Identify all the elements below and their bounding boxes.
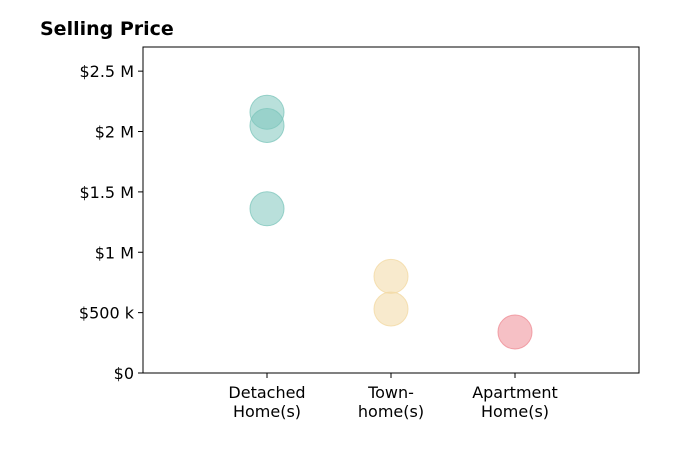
y-tick-label: $1.5 M	[79, 183, 134, 202]
y-tick-label: $0	[114, 364, 134, 383]
x-tick-label-line: Home(s)	[481, 402, 549, 421]
y-tick-label: $2.5 M	[79, 62, 134, 81]
x-axis: Detached Home(s)Town-home(s)Apartment Home…	[228, 373, 558, 421]
x-tick-label-line: Home(s)	[233, 402, 301, 421]
y-axis: $0 $500 k $1 M $1.5 M $2 M $2.5 M	[79, 62, 143, 383]
y-tick-label: $1 M	[95, 243, 134, 262]
chart-title: Selling Price	[40, 18, 174, 40]
x-tick-label: Apartment Home(s)	[472, 383, 558, 421]
x-tick-label-line: Apartment	[472, 383, 558, 402]
data-point	[249, 191, 285, 227]
y-tick-label: $500 k	[79, 304, 135, 323]
x-tick-label-line: Detached	[228, 383, 305, 402]
data-point	[373, 258, 409, 294]
data-point	[497, 314, 533, 350]
data-point	[373, 291, 409, 327]
x-tick-label: Detached Home(s)	[228, 383, 305, 421]
data-points	[249, 94, 533, 350]
x-tick-label: Town-home(s)	[358, 383, 424, 421]
x-tick-label-line: Town-	[367, 383, 414, 402]
x-tick-label-line: home(s)	[358, 402, 424, 421]
data-point	[249, 107, 285, 143]
y-tick-label: $2 M	[95, 123, 134, 142]
